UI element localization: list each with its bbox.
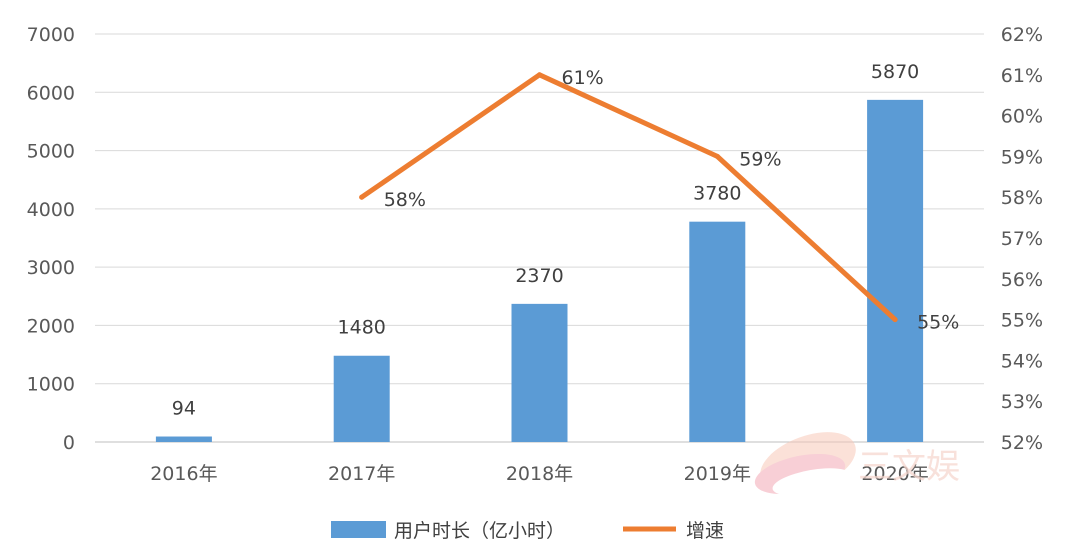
left-axis-tick-label: 1000: [27, 374, 75, 396]
x-axis-tick-label: 2017年: [328, 463, 395, 485]
right-axis-tick-label: 52%: [1001, 432, 1043, 454]
bar: [511, 303, 568, 442]
right-axis-tick-label: 53%: [1001, 391, 1043, 413]
left-axis-tick-label: 5000: [27, 141, 75, 163]
left-axis-tick-label: 2000: [27, 315, 75, 337]
left-axis-tick-label: 3000: [27, 257, 75, 279]
left-axis-tick-label: 4000: [27, 199, 75, 221]
left-axis-ticks: 0 1000 2000 3000 4000 5000 6000 7000: [27, 24, 75, 454]
line-data-label: 61%: [562, 67, 604, 89]
x-axis-tick-label: 2016年: [150, 463, 217, 485]
bar: [333, 355, 390, 442]
x-axis-tick-label: 2020年: [861, 463, 928, 485]
right-axis-tick-label: 61%: [1001, 65, 1043, 87]
x-axis-tick-label: 2019年: [684, 463, 751, 485]
bar-data-label: 1480: [338, 317, 386, 339]
bar: [867, 99, 924, 442]
watermark-logo: [754, 432, 856, 496]
watermark: 三文娱: [754, 432, 960, 496]
line-point: [892, 317, 898, 323]
bar-data-label: 3780: [693, 183, 741, 205]
bar-data-label: 2370: [515, 265, 563, 287]
legend-label-bar: 用户时长（亿小时）: [394, 520, 565, 542]
bar: [155, 436, 212, 442]
bar: [689, 221, 746, 442]
bar-data-label: 5870: [871, 61, 919, 83]
x-axis-tick-label: 2018年: [506, 463, 573, 485]
legend: 用户时长（亿小时） 增速: [331, 520, 724, 542]
line-data-labels: 58% 61% 59% 55%: [384, 67, 960, 334]
line-data-label: 58%: [384, 189, 426, 211]
x-axis-ticks: 2016年 2017年 2018年 2019年 2020年: [150, 463, 929, 485]
right-axis-tick-label: 60%: [1001, 106, 1043, 128]
bar-data-labels: 94 1480 2370 3780 5870: [172, 61, 919, 420]
line-point: [537, 72, 542, 78]
right-axis-tick-label: 59%: [1001, 146, 1043, 168]
watermark-text: 三文娱: [858, 447, 960, 487]
line-point: [714, 153, 720, 159]
right-axis-tick-label: 58%: [1001, 187, 1043, 209]
left-axis-tick-label: 0: [63, 432, 75, 454]
line-point: [359, 194, 365, 200]
right-axis-ticks: 52% 53% 54% 55% 56% 57% 58% 59% 60% 61% 62%: [1001, 24, 1043, 454]
right-axis-tick-label: 62%: [1001, 24, 1043, 46]
growth-line: [359, 72, 898, 323]
left-axis-tick-label: 7000: [27, 24, 75, 46]
right-axis-tick-label: 56%: [1001, 269, 1043, 291]
right-axis-tick-label: 54%: [1001, 350, 1043, 372]
line-series: [359, 72, 898, 323]
right-axis-tick-label: 57%: [1001, 228, 1043, 250]
legend-swatch-bar: [331, 521, 386, 538]
line-data-label: 55%: [917, 312, 959, 334]
line-data-label: 59%: [739, 148, 781, 170]
left-axis-tick-label: 6000: [27, 82, 75, 104]
right-axis-tick-label: 55%: [1001, 310, 1043, 332]
legend-label-line: 增速: [686, 520, 724, 542]
bar-series: [155, 99, 924, 442]
bar-data-label: 94: [172, 398, 196, 420]
